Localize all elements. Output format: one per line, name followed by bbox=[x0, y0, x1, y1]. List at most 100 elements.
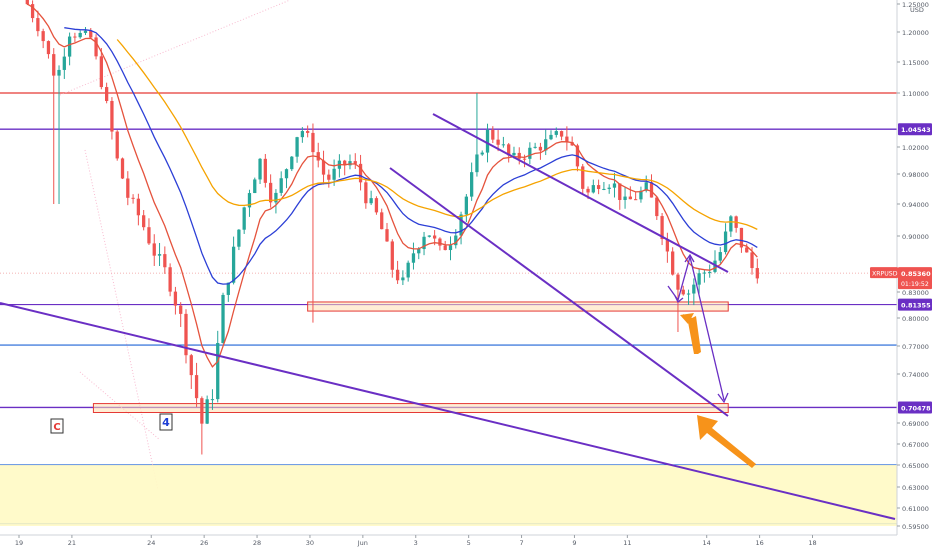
candle-body bbox=[94, 37, 98, 57]
candle-body bbox=[681, 289, 685, 295]
candle-body bbox=[623, 196, 627, 200]
candle-body bbox=[395, 269, 400, 281]
candle-body bbox=[559, 131, 564, 137]
candle-body bbox=[655, 197, 659, 217]
candle-body bbox=[99, 56, 103, 88]
candle-body bbox=[221, 294, 225, 344]
candle-body bbox=[581, 166, 585, 189]
projection-path bbox=[667, 254, 725, 401]
candle-body bbox=[501, 144, 506, 146]
long-downtrend-line bbox=[0, 302, 896, 520]
candle-body bbox=[168, 267, 172, 292]
candle-body bbox=[708, 271, 712, 273]
candle-body bbox=[750, 252, 754, 269]
x-tick-label: 3 bbox=[414, 539, 418, 547]
candle-body bbox=[369, 198, 373, 204]
candle-body bbox=[634, 199, 638, 201]
countdown-text: 01:19:52 bbox=[901, 281, 929, 288]
candle-body bbox=[237, 229, 241, 247]
y-tick-label: 1.10000 bbox=[902, 90, 929, 98]
candle-body bbox=[401, 277, 405, 281]
y-tick-label: 0.83000 bbox=[902, 289, 929, 297]
candle-body bbox=[602, 188, 606, 190]
projection-arrowhead-2 bbox=[684, 253, 695, 263]
y-tick-label: 1.20000 bbox=[902, 29, 929, 37]
candle-body bbox=[723, 231, 728, 253]
candle-body bbox=[274, 192, 278, 203]
candle-body bbox=[194, 375, 199, 399]
candle-body bbox=[284, 169, 289, 179]
candle-body bbox=[464, 196, 468, 215]
fib-line-a bbox=[59, 0, 291, 96]
y-tick-label: 0.67000 bbox=[902, 441, 929, 449]
candle-body bbox=[549, 134, 553, 140]
x-tick-label: 11 bbox=[623, 539, 631, 547]
candle-body bbox=[210, 399, 215, 401]
candle-body bbox=[491, 129, 495, 140]
candle-body bbox=[173, 291, 178, 306]
x-tick-label: 30 bbox=[306, 539, 314, 547]
candle-body bbox=[136, 198, 141, 216]
orange-arrow-up-1 bbox=[683, 314, 701, 354]
candle-body bbox=[422, 236, 426, 250]
candle-body bbox=[200, 398, 204, 424]
x-tick-label: Jun bbox=[357, 539, 368, 547]
candle-body bbox=[607, 187, 611, 189]
candle-body bbox=[496, 139, 500, 145]
candle-body bbox=[115, 131, 119, 159]
candle-body bbox=[247, 193, 252, 208]
candle-body bbox=[327, 174, 331, 180]
candle-body bbox=[306, 131, 310, 133]
currency-label: USD bbox=[910, 6, 924, 14]
x-tick-label: 28 bbox=[253, 539, 261, 547]
candle-body bbox=[78, 32, 82, 38]
candle-body bbox=[231, 246, 236, 283]
candle-body bbox=[702, 272, 707, 274]
candle-body bbox=[586, 188, 590, 193]
candle-body bbox=[745, 247, 749, 253]
support-zone-box-0-70 bbox=[92, 403, 729, 414]
current-price-badge bbox=[898, 267, 932, 290]
x-tick-label: 24 bbox=[147, 539, 155, 547]
candle-body bbox=[216, 343, 220, 400]
candle-body bbox=[205, 399, 209, 424]
candle-body bbox=[226, 282, 230, 295]
candle-body bbox=[570, 142, 574, 146]
y-tick-label: 0.65000 bbox=[902, 462, 929, 470]
candle-body bbox=[163, 254, 167, 268]
candle-body bbox=[110, 101, 114, 132]
candle-body bbox=[348, 161, 352, 166]
candle-body bbox=[263, 158, 267, 183]
y-tick-label: 0.74000 bbox=[902, 371, 929, 379]
candle-body bbox=[131, 197, 135, 199]
resistance-1-price-badge bbox=[898, 123, 932, 136]
candle-body bbox=[554, 131, 558, 135]
candle-body bbox=[729, 216, 733, 232]
y-tick-label: 0.63000 bbox=[902, 484, 929, 492]
candle-body bbox=[485, 129, 490, 153]
candle-body bbox=[639, 190, 643, 200]
candle-body bbox=[718, 252, 722, 261]
candle-body bbox=[83, 30, 88, 33]
support-1-price-badge bbox=[898, 298, 932, 311]
x-tick-label: 19 bbox=[15, 539, 23, 547]
candle-body bbox=[321, 160, 326, 175]
symbol-badge bbox=[870, 267, 898, 279]
x-tick-label: 21 bbox=[68, 539, 76, 547]
fib-line-b bbox=[84, 149, 159, 491]
candle-body bbox=[596, 185, 601, 189]
candle-body bbox=[755, 268, 759, 279]
y-tick-label: 1.02000 bbox=[902, 144, 929, 152]
ma-fast-line bbox=[26, 3, 758, 368]
candle-body bbox=[507, 144, 511, 156]
candle-body bbox=[126, 178, 130, 198]
demand-zone bbox=[0, 465, 897, 526]
candle-body bbox=[179, 305, 183, 314]
support-2-price-text: 0.70478 bbox=[901, 404, 931, 412]
y-tick-label: 0.69000 bbox=[902, 420, 929, 428]
candle-body bbox=[676, 274, 680, 290]
candle-body bbox=[475, 154, 479, 173]
